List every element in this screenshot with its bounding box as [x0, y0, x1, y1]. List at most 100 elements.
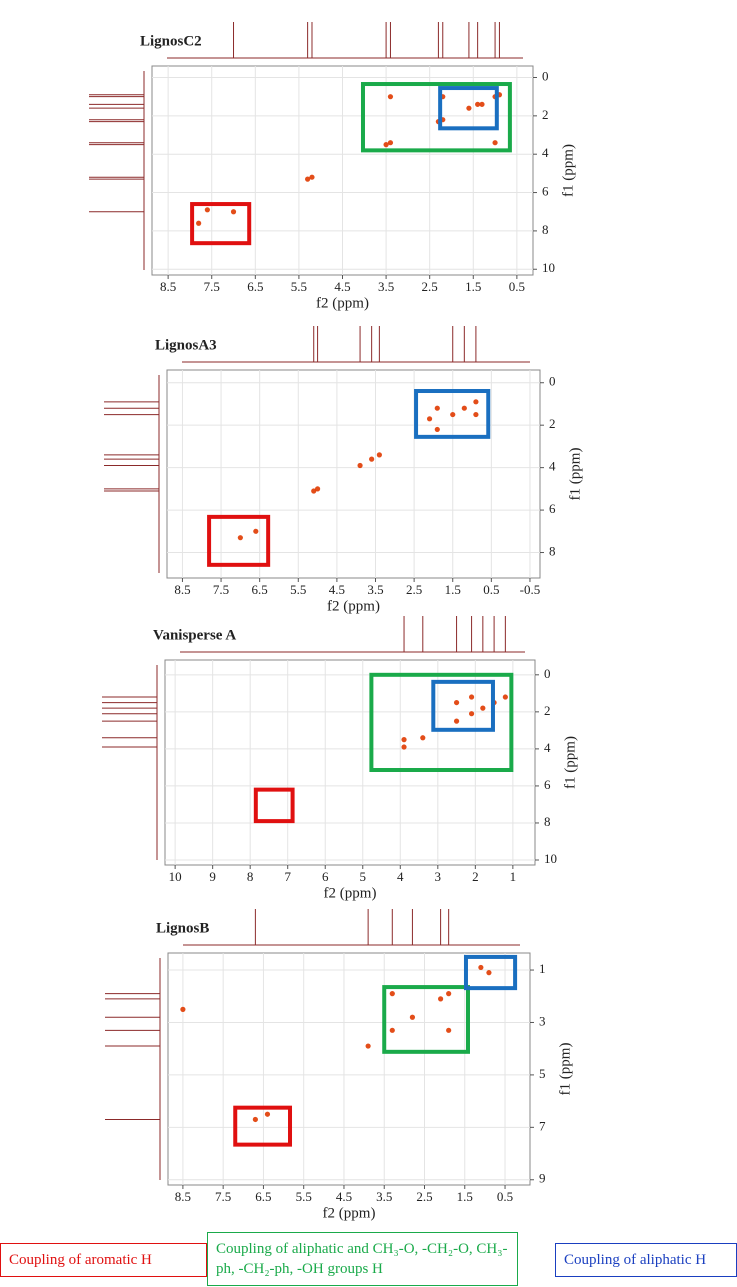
legend-entry: Coupling of aromatic H [0, 1243, 207, 1277]
cross-peak [468, 711, 475, 717]
chart-title: Vanisperse A [153, 627, 236, 643]
y-tick-label: 4 [542, 145, 549, 160]
cross-peak [387, 140, 394, 146]
x-tick-label: 5.5 [291, 279, 307, 294]
legend-entry: Coupling of aliphatic and CH₃-O, -CH₂-O,… [207, 1232, 518, 1286]
cross-peak [473, 399, 479, 405]
cross-peak [369, 456, 375, 462]
y-tick-label: 6 [549, 501, 556, 516]
y-tick-label: 7 [539, 1118, 546, 1133]
plot-area [164, 659, 536, 866]
region-box [207, 514, 271, 567]
cross-peak [237, 535, 243, 541]
cross-peak [409, 1014, 416, 1020]
x-tick-label: 6 [322, 869, 329, 884]
cross-peak [473, 411, 479, 418]
cross-peak [434, 426, 440, 433]
cross-peak [376, 452, 382, 458]
cross-peak [305, 176, 311, 182]
region-box [190, 202, 252, 246]
cross-peak [264, 1111, 271, 1117]
x-tick-label: 3.5 [376, 1189, 392, 1204]
chart-title: LignosA3 [155, 337, 217, 353]
x-tick-label: 4 [397, 869, 404, 884]
cross-peak [420, 735, 426, 741]
x-axis-label: f2 (ppm) [327, 598, 380, 614]
y-tick-label: 10 [544, 851, 557, 866]
cross-peak [196, 220, 202, 226]
x-tick-label: 1 [510, 869, 517, 884]
cross-peak [309, 174, 315, 180]
x-tick-label: 8.5 [174, 582, 190, 597]
cross-peak [180, 1006, 186, 1012]
cross-peak [253, 528, 259, 534]
cross-peak [478, 964, 484, 971]
x-tick-label: 1.5 [445, 582, 461, 597]
y-axis-label: f1 (ppm) [557, 1043, 573, 1096]
cross-peak [357, 462, 363, 469]
cross-peak [468, 694, 475, 700]
y-tick-label: 8 [544, 814, 551, 829]
y-axis-label: f1 (ppm) [567, 448, 583, 501]
y-tick-label: 5 [539, 1066, 546, 1081]
x-tick-label: 7.5 [213, 582, 229, 597]
x-tick-label: 4.5 [336, 1189, 352, 1204]
y-tick-label: 0 [549, 374, 556, 389]
cross-peak [383, 142, 389, 148]
y-tick-label: 6 [544, 777, 551, 792]
region-box [382, 985, 470, 1054]
cross-peak [389, 991, 395, 997]
y-tick-label: 2 [544, 703, 551, 718]
cross-peak [387, 94, 394, 100]
cross-peak [502, 694, 508, 700]
x-tick-label: 8.5 [175, 1189, 191, 1204]
cross-peak [204, 207, 210, 213]
x-axis-label: f2 (ppm) [316, 295, 369, 311]
cross-peak [230, 209, 237, 215]
x-tick-label: 3 [435, 869, 442, 884]
x-axis-label: f2 (ppm) [324, 885, 377, 901]
legend-entry: Coupling of aliphatic H [555, 1243, 737, 1277]
cross-peak [461, 405, 467, 411]
region-box [233, 1105, 293, 1147]
region-box [369, 672, 514, 773]
y-tick-label: 2 [549, 416, 556, 431]
x-tick-label: 8 [247, 869, 254, 884]
x-tick-label: 0.5 [497, 1189, 513, 1204]
cross-peak [475, 101, 481, 107]
cross-peak [486, 970, 492, 976]
y-tick-label: 10 [542, 260, 555, 275]
y-tick-label: 4 [544, 740, 551, 755]
y-axis-label: f1 (ppm) [560, 144, 576, 197]
y-tick-label: 4 [549, 459, 556, 474]
y-tick-label: 0 [544, 666, 551, 681]
x-tick-label: 6.5 [252, 582, 268, 597]
x-tick-label: 10 [169, 869, 182, 884]
cross-peak [314, 486, 321, 492]
cross-peak [479, 101, 485, 107]
cross-peak [434, 405, 440, 411]
x-tick-label: 0.5 [509, 279, 525, 294]
cross-peak [453, 699, 460, 706]
region-box [360, 82, 512, 153]
x-tick-label: 2.5 [406, 582, 422, 597]
x-tick-label: 6.5 [247, 279, 263, 294]
region-box [414, 389, 491, 439]
x-tick-label: 3.5 [367, 582, 383, 597]
x-tick-label: 5.5 [296, 1189, 312, 1204]
cross-peak [446, 991, 452, 997]
x-tick-label: 2.5 [416, 1189, 432, 1204]
y-tick-label: 6 [542, 184, 549, 199]
x-tick-label: 0.5 [483, 582, 499, 597]
chart-title: LignosC2 [140, 33, 202, 49]
cross-peak [426, 416, 433, 422]
cross-peak [492, 140, 498, 146]
cross-peak [450, 411, 456, 418]
x-tick-label: 7.5 [204, 279, 220, 294]
x-tick-label: 9 [209, 869, 216, 884]
x-tick-label: 5 [360, 869, 367, 884]
cross-peak [453, 718, 460, 724]
region-box [438, 86, 499, 131]
